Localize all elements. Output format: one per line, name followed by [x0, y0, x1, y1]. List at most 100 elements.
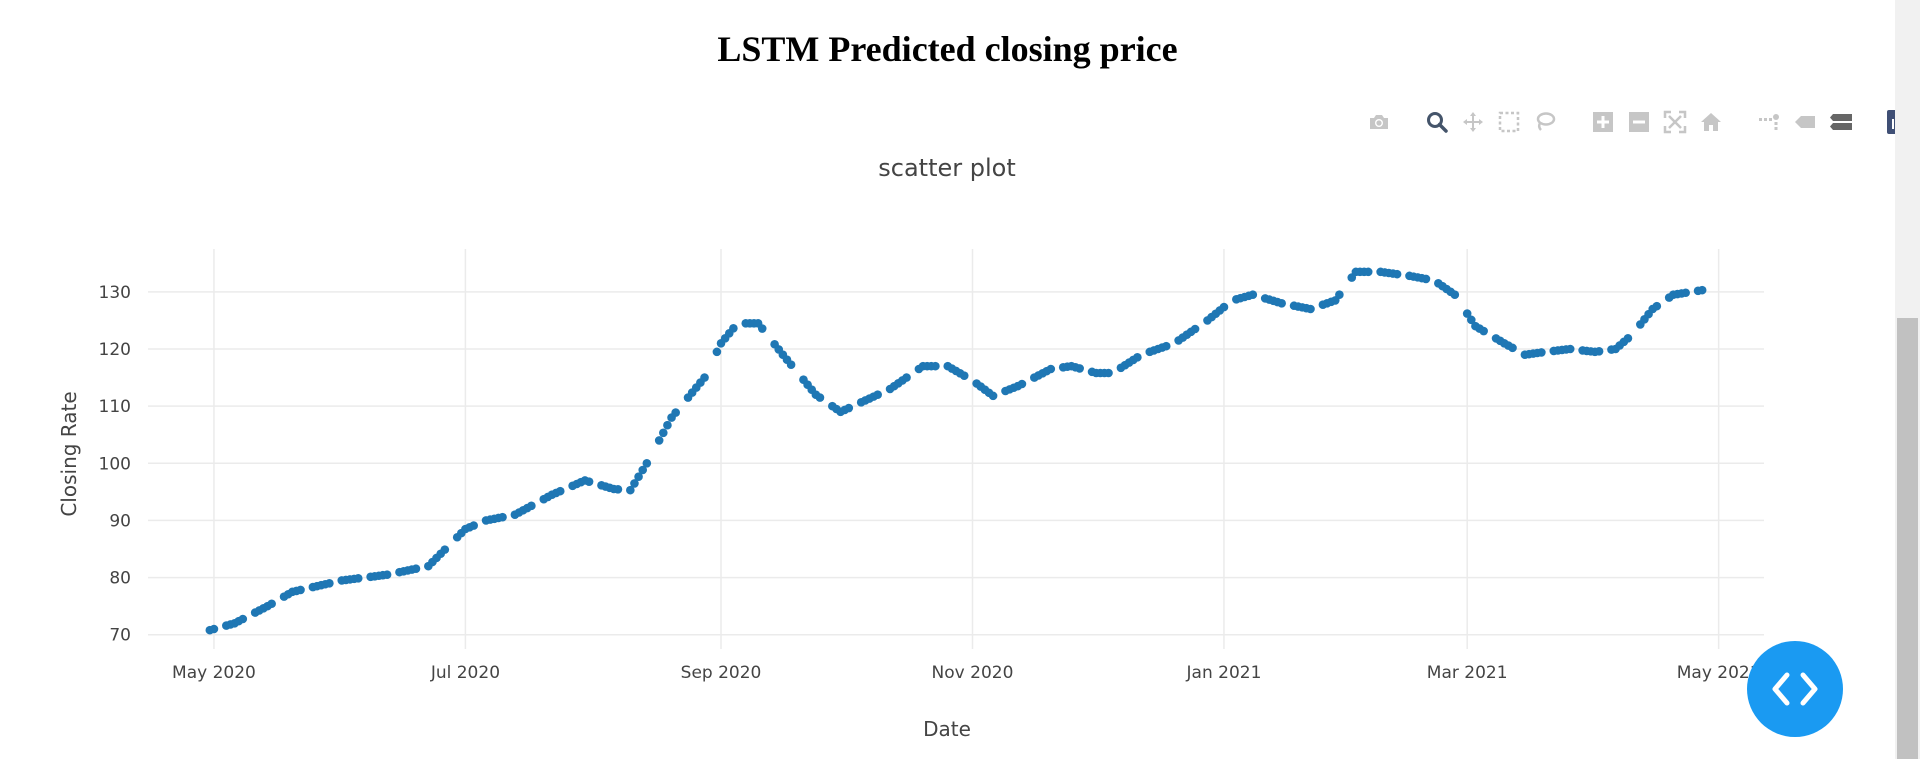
y-tick-label: 100 — [99, 454, 131, 474]
data-point[interactable] — [296, 585, 305, 595]
data-points[interactable] — [205, 267, 1707, 635]
data-point[interactable] — [1363, 267, 1373, 277]
data-point[interactable] — [988, 391, 998, 401]
x-axis-ticks: May 2020 Jul 2020 Sep 2020 Nov 2020 Jan 2021… — [172, 663, 1761, 683]
hover-compare-icon — [1830, 114, 1852, 130]
pan-icon — [1463, 112, 1483, 132]
plot-grid — [148, 249, 1764, 649]
data-point[interactable] — [1046, 364, 1056, 374]
x-tick-label: May 2020 — [172, 663, 256, 683]
data-point[interactable] — [613, 484, 623, 494]
data-point[interactable] — [844, 403, 854, 413]
zoom-out-icon — [1629, 112, 1649, 132]
data-point[interactable] — [440, 545, 450, 554]
autoscale-icon — [1663, 110, 1687, 134]
data-point[interactable] — [663, 420, 672, 430]
data-point[interactable] — [1462, 309, 1472, 318]
data-point[interactable] — [584, 477, 594, 486]
data-point[interactable] — [1392, 269, 1402, 279]
x-tick-label: Jan 2021 — [1186, 663, 1262, 683]
data-point[interactable] — [1681, 288, 1690, 298]
box-select-button[interactable] — [1495, 108, 1523, 136]
data-point[interactable] — [671, 408, 680, 417]
data-point[interactable] — [1623, 333, 1633, 343]
data-point[interactable] — [555, 486, 565, 496]
data-point[interactable] — [1652, 301, 1662, 311]
page-title: LSTM Predicted closing price — [717, 29, 1178, 69]
data-point[interactable] — [659, 428, 668, 438]
page-scrollbar-thumb[interactable] — [1897, 318, 1918, 759]
chart-title: scatter plot — [878, 154, 1015, 182]
data-point[interactable] — [1133, 353, 1142, 362]
y-tick-label: 80 — [109, 569, 131, 589]
data-point[interactable] — [498, 512, 507, 522]
y-tick-label: 120 — [99, 340, 131, 360]
data-point[interactable] — [1190, 324, 1200, 334]
lasso-select-button[interactable] — [1531, 108, 1559, 136]
data-point[interactable] — [902, 373, 911, 382]
data-point[interactable] — [527, 501, 536, 511]
data-point[interactable] — [238, 614, 248, 624]
autoscale-button[interactable] — [1661, 108, 1689, 136]
data-point[interactable] — [654, 436, 664, 445]
data-point[interactable] — [209, 624, 219, 634]
reset-axes-icon — [1701, 113, 1721, 131]
data-point[interactable] — [1421, 274, 1431, 284]
data-point[interactable] — [1479, 326, 1488, 336]
hover-closest-icon — [1795, 116, 1815, 128]
data-point[interactable] — [1697, 285, 1707, 295]
y-tick-label: 90 — [109, 511, 131, 531]
data-point[interactable] — [642, 458, 652, 468]
y-axis-title: Closing Rate — [57, 391, 81, 516]
data-point[interactable] — [1104, 368, 1113, 378]
data-point[interactable] — [634, 472, 643, 482]
data-point[interactable] — [959, 371, 969, 380]
hover-closest-button[interactable] — [1791, 108, 1819, 136]
data-point[interactable] — [1537, 348, 1546, 357]
data-point[interactable] — [1277, 298, 1286, 308]
data-point[interactable] — [1450, 290, 1460, 300]
pan-button[interactable] — [1459, 108, 1487, 136]
data-point[interactable] — [815, 393, 825, 402]
hover-compare-button[interactable] — [1827, 108, 1855, 136]
data-point[interactable] — [382, 570, 392, 580]
data-point[interactable] — [325, 578, 334, 588]
spike-lines-button[interactable] — [1755, 108, 1783, 136]
code-toggle-button[interactable] — [1747, 641, 1843, 737]
data-point[interactable] — [786, 360, 796, 370]
data-point[interactable] — [1017, 379, 1027, 389]
data-point[interactable] — [626, 485, 635, 495]
data-point[interactable] — [700, 373, 709, 382]
data-point[interactable] — [411, 564, 421, 574]
x-tick-label: Nov 2020 — [932, 663, 1014, 683]
zoom-button[interactable] — [1423, 108, 1451, 136]
data-point[interactable] — [1248, 290, 1258, 300]
data-point[interactable] — [1594, 346, 1604, 356]
data-point[interactable] — [469, 521, 478, 530]
data-point[interactable] — [353, 574, 363, 583]
data-point[interactable] — [712, 347, 722, 357]
data-point[interactable] — [267, 599, 276, 609]
data-point[interactable] — [638, 465, 647, 475]
data-point[interactable] — [1161, 341, 1171, 351]
zoom-out-button[interactable] — [1625, 108, 1653, 136]
data-point[interactable] — [1565, 344, 1575, 354]
lasso-select-icon — [1536, 112, 1556, 131]
data-point[interactable] — [931, 361, 940, 371]
data-point[interactable] — [757, 324, 767, 333]
x-axis-title: Date — [923, 717, 971, 741]
data-point[interactable] — [1335, 290, 1344, 300]
data-point[interactable] — [1219, 302, 1229, 312]
download-plot-button[interactable] — [1365, 108, 1393, 136]
data-point[interactable] — [873, 390, 882, 400]
zoom-in-button[interactable] — [1589, 108, 1617, 136]
data-point[interactable] — [1508, 343, 1517, 353]
data-point[interactable] — [630, 479, 639, 488]
data-point[interactable] — [729, 323, 738, 333]
code-brackets-icon — [1772, 672, 1818, 706]
data-point[interactable] — [1075, 364, 1084, 373]
reset-axes-button[interactable] — [1697, 108, 1725, 136]
data-point[interactable] — [1467, 315, 1476, 325]
data-point[interactable] — [1306, 304, 1315, 314]
